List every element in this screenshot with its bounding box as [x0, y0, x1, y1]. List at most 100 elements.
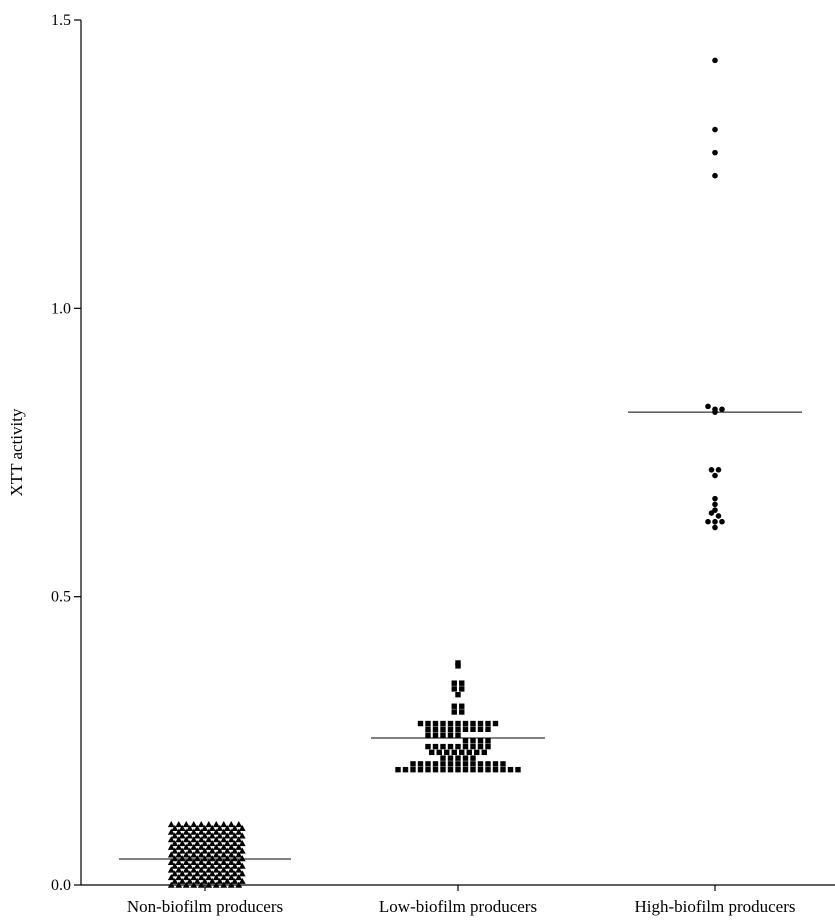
y-tick-label: 1.5 [51, 12, 71, 29]
low-biofilm-point [485, 720, 491, 727]
low-biofilm-point [451, 749, 457, 756]
non-biofilm-point [186, 832, 194, 839]
low-biofilm-point [477, 726, 484, 732]
non-biofilm-point [227, 858, 235, 866]
low-biofilm-point [425, 766, 431, 773]
non-biofilm-point [208, 855, 216, 862]
non-biofilm-point [171, 855, 179, 862]
high-biofilm-point [705, 518, 711, 525]
non-biofilm-point [220, 851, 228, 858]
non-biofilm-point [193, 855, 201, 862]
non-biofilm-point [201, 832, 209, 839]
non-biofilm-point [227, 866, 235, 873]
y-tick-label: 0.5 [51, 589, 71, 606]
high-biofilm-point [708, 467, 715, 473]
non-biofilm-point [182, 821, 190, 828]
non-biofilm-point [193, 877, 201, 884]
non-biofilm-point [182, 851, 190, 858]
non-biofilm-point [193, 839, 201, 847]
low-biofilm-point [470, 726, 476, 732]
non-biofilm-point [212, 828, 220, 835]
non-biofilm-point [223, 862, 231, 869]
non-biofilm-point [216, 847, 224, 854]
low-biofilm-point [477, 766, 484, 773]
non-biofilm-point [231, 839, 239, 847]
non-biofilm-point [216, 832, 224, 839]
non-biofilm-point [235, 858, 243, 866]
non-biofilm-point [220, 858, 228, 866]
non-biofilm-point [227, 828, 235, 835]
low-biofilm-point [436, 749, 442, 756]
non-biofilm-point [186, 870, 194, 877]
low-biofilm-point [440, 755, 446, 761]
low-biofilm-point [410, 766, 416, 773]
low-biofilm-point [477, 720, 484, 727]
non-biofilm-point [182, 858, 190, 866]
low-biofilm-point [410, 761, 416, 767]
low-biofilm-point [462, 755, 469, 761]
high-biofilm-point [712, 524, 718, 531]
non-biofilm-point [167, 866, 175, 873]
high-biofilm-point [705, 403, 711, 410]
non-biofilm-point [220, 881, 228, 888]
non-biofilm-point [208, 839, 216, 847]
non-biofilm-point [231, 855, 239, 862]
low-biofilm-point [451, 686, 457, 692]
non-biofilm-point [190, 836, 198, 843]
non-biofilm-point [201, 824, 209, 831]
low-biofilm-point [402, 766, 409, 773]
low-biofilm-point [395, 766, 401, 773]
non-biofilm-point [235, 874, 243, 881]
non-biofilm-point [175, 874, 183, 881]
non-biofilm-point [216, 855, 224, 862]
y-axis-title: XTT activity [7, 408, 26, 496]
low-biofilm-point [432, 743, 439, 750]
non-biofilm-point [171, 870, 179, 877]
low-biofilm-point [440, 726, 446, 732]
low-biofilm-point [417, 766, 424, 773]
low-biofilm-point [451, 709, 457, 715]
low-biofilm-point [462, 738, 469, 744]
low-biofilm-point [432, 726, 439, 732]
non-biofilm-point [208, 824, 216, 831]
non-biofilm-point [227, 874, 235, 881]
non-biofilm-point [167, 858, 175, 866]
non-biofilm-point [178, 847, 186, 854]
low-biofilm-point [474, 749, 480, 756]
median-lines [119, 411, 802, 860]
high-biofilm-point [719, 406, 725, 413]
low-biofilm-point [447, 766, 454, 773]
non-biofilm-point [190, 858, 198, 866]
low-biofilm-point [455, 720, 461, 727]
low-biofilm-point [485, 761, 491, 767]
high-biofilm-point [712, 126, 718, 133]
non-biofilm-point [190, 866, 198, 873]
non-biofilm-point [175, 821, 183, 828]
non-biofilm-point [238, 847, 246, 854]
non-biofilm-point [197, 851, 205, 858]
non-biofilm-point [205, 843, 213, 850]
non-biofilm-point [205, 836, 213, 843]
non-biofilm-point [201, 855, 209, 862]
y-tick-label: 1.0 [51, 300, 71, 317]
low-biofilm-point [417, 761, 424, 767]
non-biofilm-point [171, 824, 179, 831]
non-biofilm-point [186, 862, 194, 869]
non-biofilm-point [178, 855, 186, 862]
non-biofilm-point [186, 855, 194, 862]
non-biofilm-point [208, 862, 216, 869]
non-biofilm-point [205, 881, 213, 888]
low-biofilm-point [459, 686, 465, 692]
low-biofilm-point [492, 761, 499, 767]
non-biofilm-point [186, 847, 194, 854]
non-biofilm-point [216, 824, 224, 831]
high-biofilm-point [712, 495, 718, 502]
non-biofilm-point [197, 843, 205, 850]
non-biofilm-point [182, 881, 190, 888]
non-biofilm-point [197, 866, 205, 873]
non-biofilm-point [178, 839, 186, 847]
high-biofilm-point [712, 172, 718, 179]
non-biofilm-point [208, 832, 216, 839]
non-biofilm-point [167, 851, 175, 858]
low-biofilm-point [432, 732, 439, 738]
